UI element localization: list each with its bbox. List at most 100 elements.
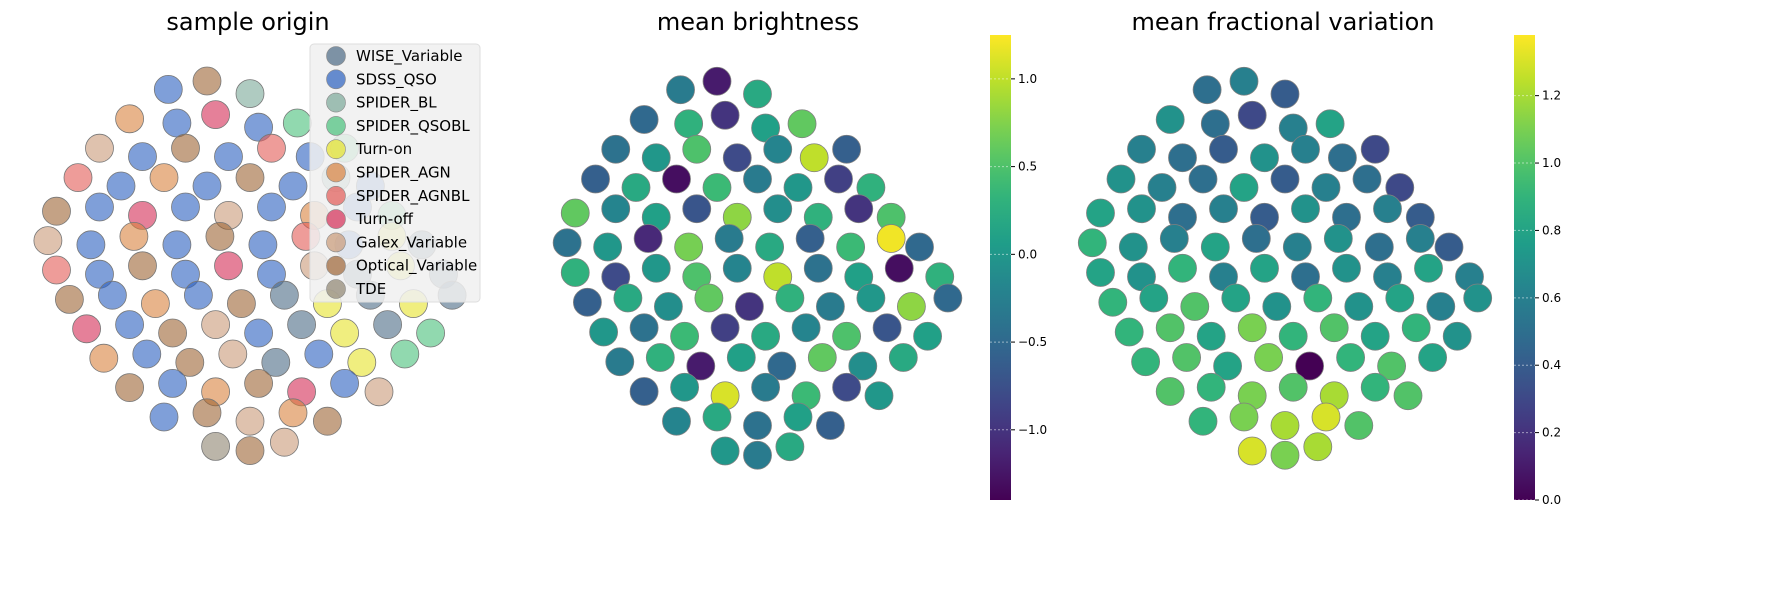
scatter-point [735, 292, 764, 321]
scatter-point [1463, 283, 1493, 313]
scatter-point [824, 164, 853, 194]
scatter-point [1213, 351, 1242, 381]
legend-marker [326, 92, 346, 113]
panel-1-title: sample origin [166, 8, 329, 36]
scatter-point [743, 411, 772, 440]
scatter-point [162, 108, 192, 138]
scatter-point [629, 377, 659, 406]
scatter-point [261, 347, 291, 377]
scatter-point [1098, 287, 1128, 317]
scatter-point [876, 224, 906, 253]
mean-brightness-scatter [552, 66, 963, 470]
scatter-point [743, 440, 772, 470]
scatter-point [933, 283, 963, 313]
scatter-point [63, 163, 93, 193]
scatter-point [601, 134, 631, 164]
scatter-point [787, 109, 817, 139]
scatter-point [775, 283, 805, 313]
scatter-point [856, 283, 886, 313]
scatter-point [158, 368, 188, 398]
scatter-point [1250, 253, 1279, 283]
scatter-point [1147, 173, 1177, 202]
scatter-point [763, 194, 793, 224]
scatter-point [581, 164, 610, 194]
scatter-point [913, 321, 942, 351]
scatter-point [1344, 292, 1374, 321]
scatter-point [1155, 377, 1185, 406]
colorbar-tick-label: 0.6 [1542, 291, 1561, 305]
scatter-point [416, 318, 446, 348]
scatter-point [645, 343, 675, 372]
scatter-point [702, 402, 732, 432]
scatter-point [670, 372, 699, 402]
legend-label: TDE [355, 280, 386, 298]
scatter-point [674, 109, 704, 139]
colorbar-tick-label: 1.0 [1018, 72, 1037, 86]
scatter-point [1114, 317, 1144, 347]
scatter-point [1405, 224, 1435, 253]
scatter-point [1360, 372, 1390, 402]
scatter-point [1209, 194, 1238, 224]
colorbar-tick-label: 1.2 [1542, 89, 1561, 103]
legend-marker [326, 255, 346, 276]
scatter-point [836, 232, 866, 262]
scatter-point [287, 310, 317, 340]
scatter-point [226, 289, 256, 319]
scatter-point [593, 232, 623, 262]
scatter-point [1401, 313, 1431, 343]
scatter-point [171, 259, 200, 289]
scatter-point [1229, 66, 1259, 96]
scatter-point [1127, 194, 1156, 224]
scatter-point [1414, 253, 1443, 283]
scatter-point [755, 232, 785, 262]
legend-marker [326, 116, 346, 136]
scatter-point [1196, 321, 1226, 351]
scatter-point [1315, 109, 1345, 139]
scatter-point [1155, 105, 1185, 134]
scatter-point [783, 173, 813, 202]
scatter-point [767, 351, 797, 381]
legend-marker [326, 139, 346, 159]
scatter-point [1311, 173, 1341, 202]
scatter-point [128, 251, 157, 281]
scatter-point [629, 105, 659, 134]
scatter-point [1237, 313, 1267, 343]
scatter-point [235, 163, 265, 193]
scatter-point [192, 171, 222, 201]
legend-marker [326, 186, 346, 206]
scatter-point [1278, 321, 1308, 351]
scatter-point [1262, 292, 1292, 321]
legend-frame [309, 43, 481, 303]
scatter-point [654, 292, 683, 321]
scatter-point [201, 431, 231, 461]
scatter-point [330, 318, 360, 348]
scatter-point [1336, 343, 1365, 372]
scatter-point [1237, 436, 1267, 466]
scatter-point [244, 112, 274, 142]
scatter-point [710, 313, 740, 343]
scatter-point [347, 347, 377, 377]
scatter-point [601, 194, 631, 224]
colorbar-tick-label: 0.0 [1018, 247, 1037, 261]
scatter-point [1106, 164, 1136, 194]
scatter-point [710, 436, 740, 466]
scatter-point [158, 318, 188, 348]
scatter-point [1241, 224, 1271, 253]
scatter-point [282, 108, 312, 138]
scatter-point [1200, 232, 1230, 262]
legend-label: Galex_Variable [356, 233, 467, 252]
colorbar-tick-label: 0.0 [1542, 493, 1561, 507]
scatter-point [1086, 198, 1115, 228]
scatter-point [726, 343, 756, 372]
scatter-point [1352, 164, 1382, 194]
scatter-point [613, 283, 643, 313]
scatter-point [162, 230, 192, 260]
scatter-point [257, 133, 286, 163]
colorbar-gradient [1514, 35, 1535, 500]
scatter-point [872, 313, 902, 343]
scatter-point [686, 351, 716, 381]
colorbar-tick-label: 0.4 [1542, 358, 1561, 372]
scatter-point [1118, 232, 1148, 262]
scatter-point [795, 224, 825, 253]
